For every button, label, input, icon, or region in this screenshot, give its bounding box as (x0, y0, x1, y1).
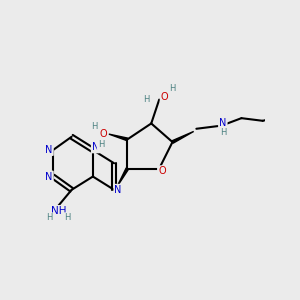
Text: H: H (169, 85, 176, 94)
Text: S: S (299, 113, 300, 123)
Text: N: N (114, 185, 122, 195)
Polygon shape (172, 131, 194, 143)
Text: O: O (100, 129, 107, 139)
Text: H: H (220, 128, 226, 137)
Text: H: H (46, 213, 52, 222)
Text: N: N (219, 118, 226, 128)
Text: N: N (45, 172, 53, 182)
Text: H: H (143, 95, 149, 104)
Text: O: O (161, 92, 168, 102)
Text: H: H (64, 213, 71, 222)
Text: H: H (91, 122, 98, 130)
Text: N: N (45, 145, 53, 155)
Text: NH: NH (51, 206, 66, 216)
Text: O: O (158, 166, 166, 176)
Text: N: N (92, 142, 99, 152)
Polygon shape (117, 168, 128, 187)
Polygon shape (109, 134, 128, 141)
Text: H: H (98, 140, 104, 149)
